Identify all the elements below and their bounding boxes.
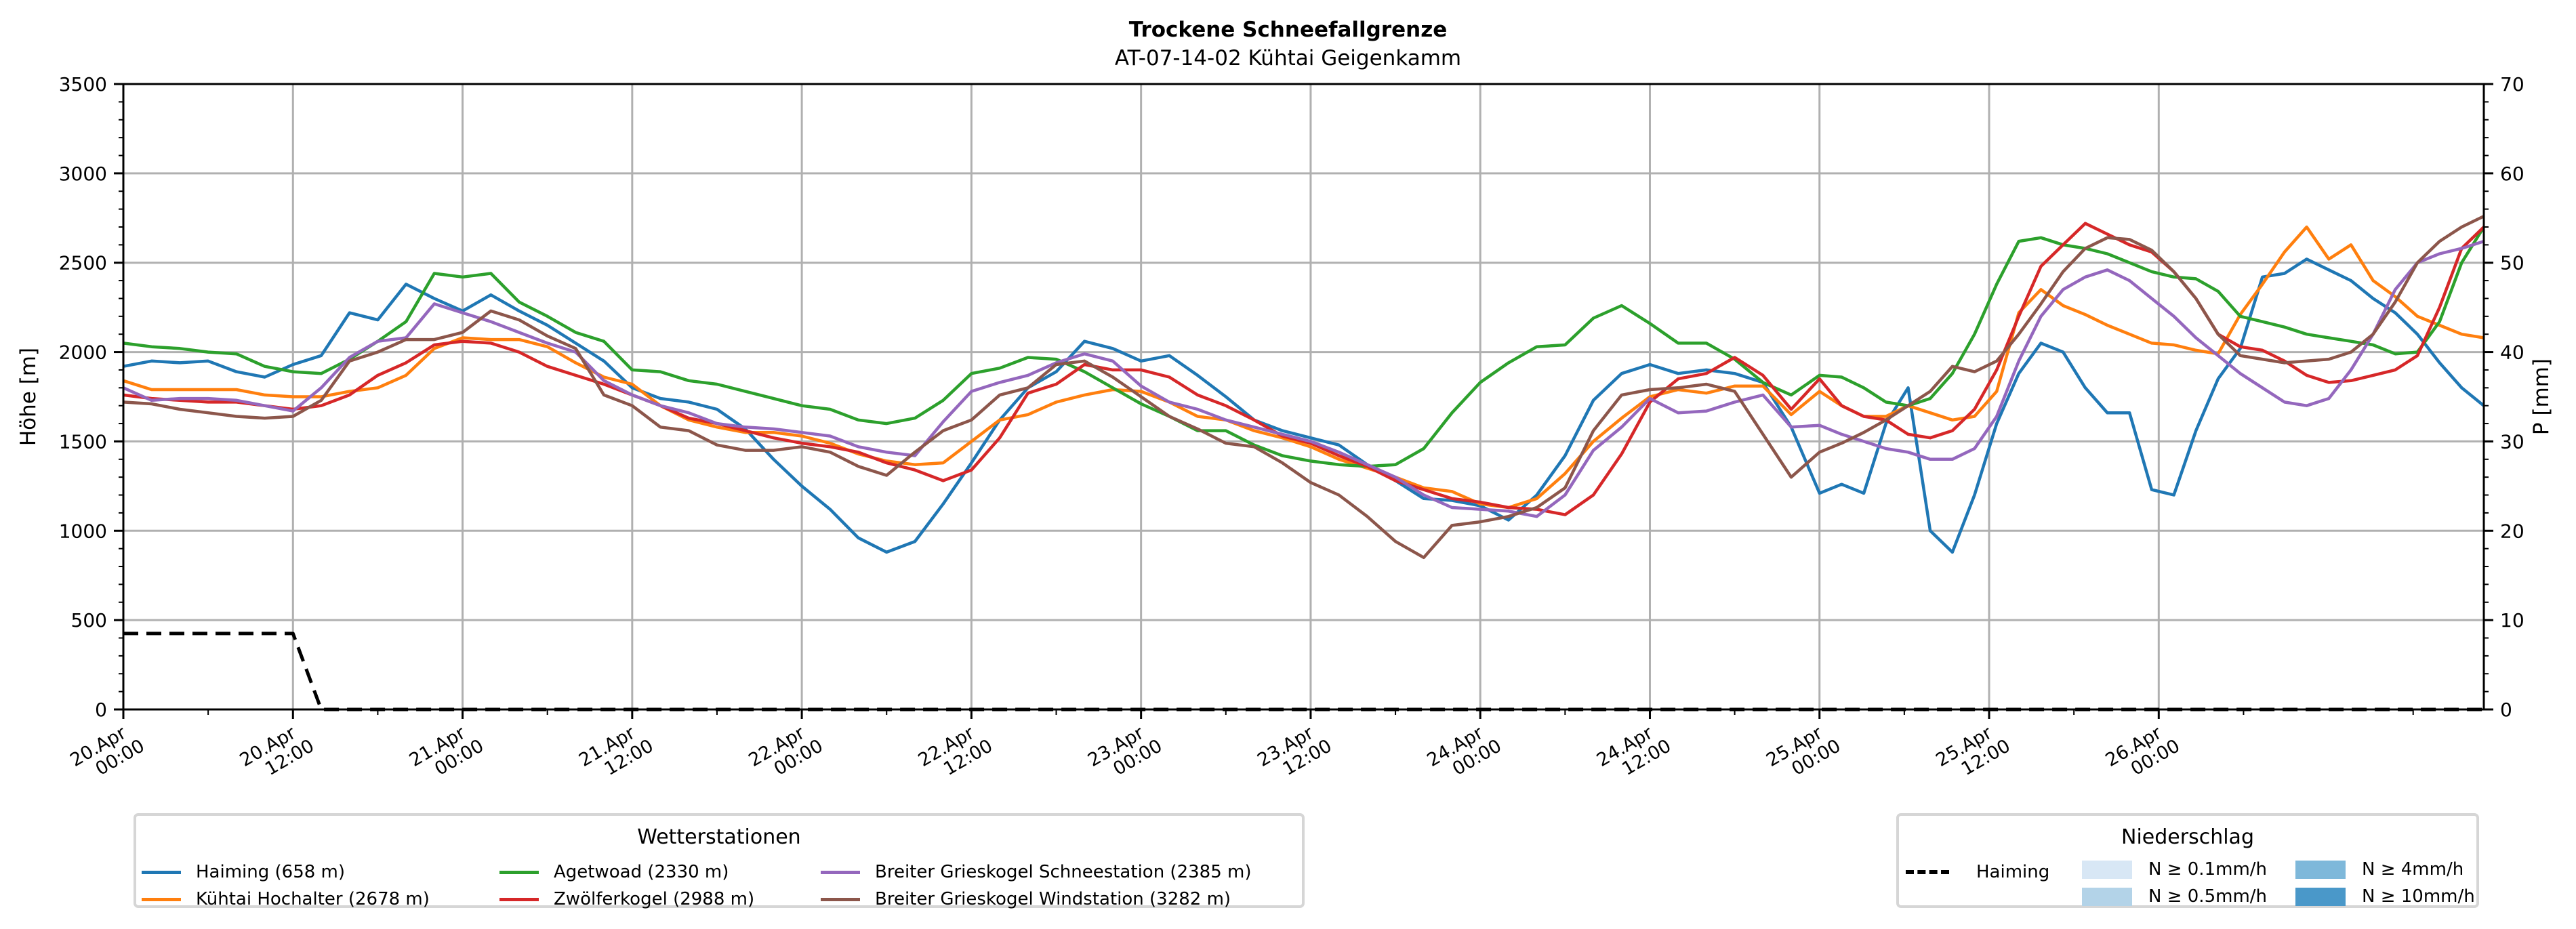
y-right-tick-label: 60 (2500, 163, 2524, 185)
legend-item: N ≥ 0.1mm/h (2082, 859, 2267, 880)
y-axis-label-right: P [mm] (2529, 358, 2554, 435)
legend-stations: Wetterstationen Haiming (658 m) Kühtai H… (134, 813, 1305, 909)
y-right-tick-label: 10 (2500, 609, 2524, 632)
legend-swatch (142, 870, 181, 874)
series-line-3 (123, 222, 2485, 516)
y-tick-label: 3500 (59, 73, 107, 96)
series-line-1 (123, 225, 2485, 510)
legend-item: Haiming (1906, 862, 2049, 882)
legend-label: N ≥ 4mm/h (2362, 859, 2464, 880)
series-line-4 (123, 239, 2485, 518)
legend-item: Zwölferkogel (2988 m) (499, 889, 754, 909)
legend-swatch (821, 897, 860, 901)
y-right-tick-label: 30 (2500, 430, 2524, 453)
legend-label: Breiter Grieskogel Windstation (3282 m) (875, 889, 1231, 909)
legend-swatch (499, 897, 539, 901)
series-line-5 (123, 215, 2485, 560)
y-tick-label: 3000 (59, 163, 107, 185)
legend-swatch (2082, 860, 2132, 879)
legend-item: Haiming (658 m) (142, 862, 345, 882)
legend-item: Kühtai Hochalter (2678 m) (142, 889, 430, 909)
legend-swatch (2295, 887, 2346, 906)
legend-label: Kühtai Hochalter (2678 m) (196, 889, 430, 909)
legend-label: Breiter Grieskogel Schneestation (2385 m… (875, 862, 1252, 882)
legend-item: Breiter Grieskogel Schneestation (2385 m… (821, 862, 1251, 882)
chart-title: Trockene Schneefallgrenze (1128, 18, 1448, 42)
y-right-tick-label: 50 (2500, 252, 2524, 274)
series-line-6 (123, 632, 2484, 711)
legend-label: Agetwoad (2330 m) (554, 862, 729, 882)
y-tick-label: 500 (71, 609, 107, 632)
legend-precipitation: Niederschlag Haiming N ≥ 0.1mm/h N ≥ 0.5… (1896, 813, 2479, 908)
y-right-tick-label: 20 (2500, 520, 2524, 542)
legend-item: Agetwoad (2330 m) (499, 862, 729, 882)
legend-item: Breiter Grieskogel Windstation (3282 m) (821, 889, 1231, 909)
y-axis-left: 0 500 1000 1500 2000 2500 3000 3500 (59, 73, 123, 721)
y-tick-label: 2000 (59, 342, 107, 364)
y-right-tick-label: 70 (2500, 73, 2524, 96)
legend-swatch (499, 870, 539, 874)
y-axis-right: 0 10 20 30 40 50 60 70 (2484, 73, 2524, 721)
legend-label: N ≥ 0.5mm/h (2148, 886, 2268, 907)
plot-frame (122, 83, 2485, 711)
y-tick-label: 1500 (59, 430, 107, 453)
series-lines (123, 215, 2485, 711)
legend-swatch-dashed (1906, 870, 1949, 874)
chart-subtitle: AT-07-14-02 Kühtai Geigenkamm (1114, 46, 1462, 70)
y-axis-label-left: Höhe [m] (16, 348, 41, 446)
legend-item: N ≥ 4mm/h (2295, 859, 2463, 880)
series-line-2 (123, 226, 2485, 468)
legend-label: N ≥ 10mm/h (2362, 886, 2475, 907)
legend-item: N ≥ 10mm/h (2295, 886, 2475, 907)
legend-item: N ≥ 0.5mm/h (2082, 886, 2267, 907)
legend-swatch (142, 897, 181, 901)
legend-precipitation-title: Niederschlag (2121, 825, 2254, 849)
legend-swatch (2295, 860, 2346, 879)
y-tick-label: 1000 (59, 520, 107, 542)
y-tick-label: 2500 (59, 252, 107, 274)
y-right-tick-label: 40 (2500, 342, 2524, 364)
series-line-0 (123, 257, 2485, 554)
legend-label: Zwölferkogel (2988 m) (554, 889, 755, 909)
legend-label: Haiming (658 m) (196, 862, 346, 882)
legend-stations-title: Wetterstationen (637, 825, 801, 849)
legend-label: Haiming (1976, 862, 2050, 882)
y-tick-label: 0 (95, 699, 107, 721)
legend-label: N ≥ 0.1mm/h (2148, 859, 2268, 880)
grid-lines (123, 83, 2484, 711)
legend-swatch (821, 870, 860, 874)
y-right-tick-label: 0 (2500, 699, 2512, 721)
legend-swatch (2082, 887, 2132, 906)
